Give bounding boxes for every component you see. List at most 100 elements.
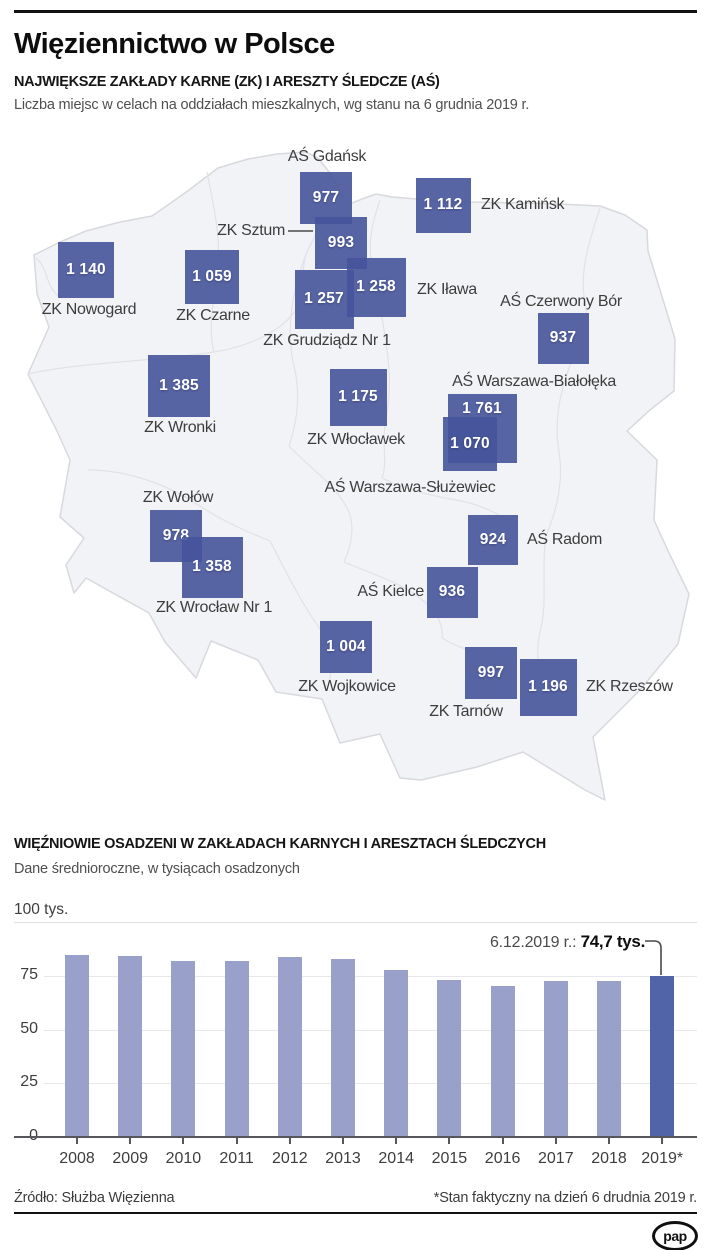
x-tick bbox=[129, 1138, 132, 1144]
facility-label: ZK Iława bbox=[417, 281, 477, 298]
pap-logo: pap bbox=[652, 1221, 698, 1250]
facility-label: ZK Sztum bbox=[217, 222, 285, 239]
facility-capacity: 997 bbox=[477, 664, 505, 681]
bar-2019* bbox=[650, 976, 675, 1137]
facility-capacity: 1 385 bbox=[159, 377, 199, 394]
facility-square: 1 358 bbox=[181, 536, 243, 598]
facility-square: 1 257 bbox=[294, 269, 354, 329]
facility-capacity: 977 bbox=[312, 189, 340, 206]
facility-capacity: 1 258 bbox=[356, 278, 396, 295]
bar-2015 bbox=[437, 979, 462, 1137]
facility-label: AŚ Warszawa-Służewiec bbox=[324, 479, 496, 496]
y-tick-label: 25 bbox=[20, 1073, 38, 1091]
asterisk-note: *Stan faktyczny na dzień 6 drudnia 2019 … bbox=[433, 1190, 697, 1206]
facility-square: 1 385 bbox=[148, 355, 210, 417]
facility-capacity: 1 358 bbox=[192, 558, 232, 575]
facility-label: ZK Nowogard bbox=[41, 301, 137, 318]
map-section-subtitle: Liczba miejsc w celach na oddziałach mie… bbox=[14, 97, 530, 113]
facility-square: 997 bbox=[465, 647, 517, 699]
chart-section-subtitle: Dane średnioroczne, w tysiącach osadzony… bbox=[14, 861, 300, 877]
x-tick-label: 2018 bbox=[591, 1150, 627, 1167]
facility-capacity: 936 bbox=[438, 583, 466, 600]
x-tick bbox=[342, 1138, 344, 1144]
facility-capacity: 1 175 bbox=[338, 388, 378, 405]
bar-2011 bbox=[224, 961, 249, 1137]
facility-capacity: 1 761 bbox=[462, 399, 502, 417]
x-tick-label: 2015 bbox=[431, 1150, 468, 1167]
facility-label: ZK Wrocław Nr 1 bbox=[155, 599, 273, 616]
x-tick bbox=[661, 1138, 664, 1144]
y-tick-label: 0 bbox=[8, 1127, 38, 1145]
facility-label: ZK Włocławek bbox=[307, 431, 405, 448]
bar-2008 bbox=[65, 954, 89, 1137]
x-tick bbox=[182, 1138, 185, 1144]
x-tick-label: 2011 bbox=[219, 1150, 254, 1167]
facility-label: AŚ Kielce bbox=[357, 583, 424, 600]
facility-capacity: 1 059 bbox=[192, 268, 232, 285]
y-tick-label: 50 bbox=[20, 1019, 38, 1037]
annotation-value: 74,7 tys. bbox=[580, 932, 646, 951]
bar-2017 bbox=[543, 981, 568, 1137]
bar-2009 bbox=[118, 955, 143, 1137]
bar-2010 bbox=[171, 960, 196, 1137]
facility-label: ZK Tarnów bbox=[429, 703, 503, 720]
x-tick bbox=[76, 1138, 78, 1144]
facility-label: AŚ Gdańsk bbox=[287, 148, 367, 165]
facility-capacity: 1 070 bbox=[450, 435, 490, 452]
x-tick-label: 2017 bbox=[538, 1150, 574, 1167]
facility-capacity: 1 257 bbox=[304, 290, 344, 307]
facility-square: 1 059 bbox=[185, 250, 239, 304]
facility-square: 1 140 bbox=[58, 242, 114, 298]
facility-square: 937 bbox=[537, 312, 589, 364]
x-tick bbox=[235, 1138, 238, 1144]
x-tick-label: 2010 bbox=[165, 1150, 202, 1167]
x-axis bbox=[14, 1136, 697, 1138]
annotation-date: 6.12.2019 r.: bbox=[489, 934, 581, 951]
facility-capacity: 1 140 bbox=[66, 261, 106, 278]
gridline-25 bbox=[44, 1083, 697, 1085]
facility-label: ZK Rzeszów bbox=[586, 678, 673, 695]
facility-square: 1 175 bbox=[329, 368, 387, 426]
facility-square: 1 070 bbox=[443, 417, 497, 471]
facility-label: AŚ Radom bbox=[527, 531, 602, 548]
x-tick bbox=[554, 1138, 557, 1144]
poland-border bbox=[27, 151, 690, 801]
facility-capacity: 1 004 bbox=[326, 638, 366, 655]
chart-annotation: 6.12.2019 r.: 74,7 tys. bbox=[490, 932, 645, 952]
y-axis-top-label: 100 tys. bbox=[14, 901, 69, 918]
x-tick bbox=[448, 1138, 451, 1144]
x-tick bbox=[288, 1138, 291, 1144]
x-tick-label: 2008 bbox=[59, 1150, 95, 1167]
facility-label: ZK Wołów bbox=[142, 489, 214, 506]
facility-label: ZK Kamińsk bbox=[481, 196, 565, 213]
facility-capacity: 1 112 bbox=[423, 196, 463, 213]
gridline-100 bbox=[14, 922, 697, 923]
x-tick-label: 2019* bbox=[641, 1150, 684, 1167]
x-tick bbox=[395, 1138, 398, 1144]
facility-label: ZK Grudziądz Nr 1 bbox=[263, 332, 391, 349]
facility-label: ZK Wojkowice bbox=[298, 678, 396, 695]
facility-label: AŚ Czerwony Bór bbox=[500, 293, 622, 310]
poland-map: 977 993 1 112 1 140 1 059 1 257 1 258 937 1 385 1… bbox=[0, 130, 710, 820]
x-tick-label: 2012 bbox=[272, 1150, 308, 1167]
facility-label: AŚ Warszawa-Białołęka bbox=[452, 373, 616, 390]
bar-2012 bbox=[277, 957, 302, 1137]
top-rule bbox=[14, 10, 697, 13]
facility-square: 924 bbox=[468, 515, 518, 565]
x-tick-label: 2009 bbox=[112, 1150, 148, 1167]
map-section-title: NAJWIĘKSZE ZAKŁADY KARNE (ZK) I ARESZTY … bbox=[14, 74, 440, 90]
x-tick bbox=[608, 1138, 610, 1144]
facility-capacity: 1 196 bbox=[528, 678, 568, 695]
facility-square: 977 bbox=[300, 172, 352, 224]
x-tick-label: 2016 bbox=[484, 1150, 521, 1167]
facility-capacity: 993 bbox=[327, 234, 355, 251]
bar-2016 bbox=[490, 985, 515, 1137]
facility-capacity: 937 bbox=[549, 329, 577, 346]
facility-capacity: 924 bbox=[479, 531, 507, 548]
gridline-75 bbox=[44, 975, 697, 977]
facility-square: 1 004 bbox=[320, 621, 372, 673]
bar-2018 bbox=[597, 981, 621, 1137]
y-tick-label: 75 bbox=[20, 965, 38, 983]
gridline-50 bbox=[44, 1029, 697, 1031]
